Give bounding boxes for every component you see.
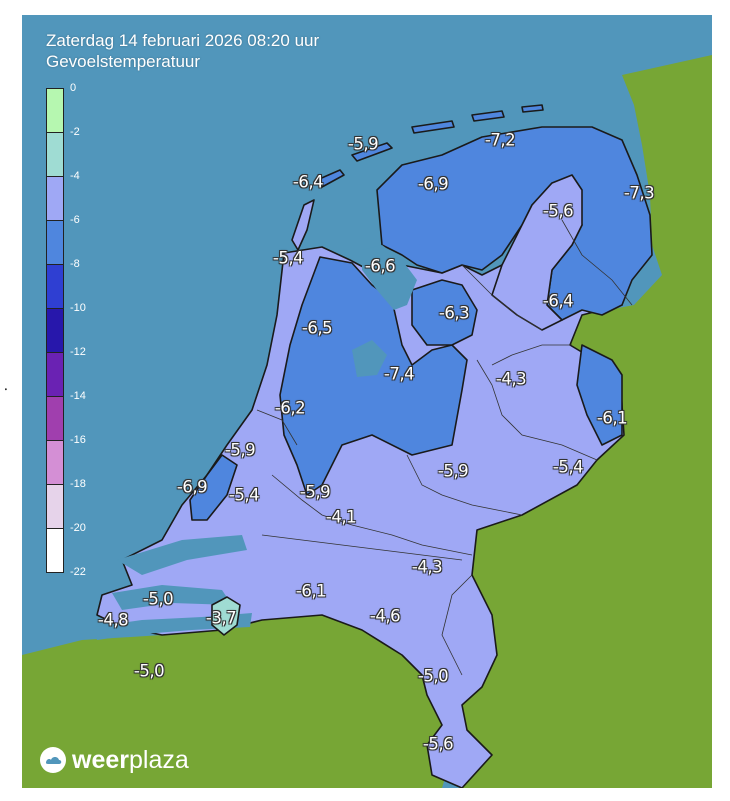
legend-band: [46, 264, 64, 309]
legend-tick-label: -16: [70, 434, 86, 446]
bergen-op-zoom-zone: [211, 596, 241, 636]
legend-band: [46, 132, 64, 177]
temp-label-drenthe-north: -5,6: [542, 201, 574, 221]
weerplaza-logo-icon: [40, 747, 66, 773]
temp-label-overijssel: -4,3: [495, 369, 527, 389]
temp-label-leiden: -5,9: [224, 440, 256, 460]
temp-label-drenthe-south: -6,4: [542, 291, 574, 311]
zeeland-channel-2: [112, 585, 232, 610]
legend-tick-label: -14: [70, 390, 86, 402]
ameland-island: [411, 120, 455, 134]
rottum-island: [521, 104, 544, 113]
province-borders: [256, 219, 633, 676]
belgium-land: [22, 615, 452, 788]
legend-band: [46, 176, 64, 221]
temp-label-noord-holland: -6,5: [301, 318, 333, 338]
temp-label-texel: -6,4: [292, 172, 324, 192]
legend-tick-label: 0: [70, 82, 77, 94]
germany-land: [462, 55, 712, 788]
den-haag-cold-zone: [189, 454, 238, 521]
temp-label-goeree: -5,0: [142, 589, 174, 609]
temp-label-den-haag: -6,9: [176, 477, 208, 497]
twente-cold-zone: [576, 344, 623, 446]
temp-label-vlieland: -5,9: [347, 134, 379, 154]
noordholland-cold-zone: [279, 256, 468, 496]
legend-tick-label: -12: [70, 346, 86, 358]
temp-label-flevoland: -7,4: [383, 364, 415, 384]
zeeland-channel: [117, 535, 247, 575]
weerplaza-logo[interactable]: weer plaza: [38, 744, 189, 776]
temp-label-midden-brabant: -4,6: [369, 606, 401, 626]
legend-tick-label: -20: [70, 522, 86, 534]
legend-band: [46, 88, 64, 133]
markermeer-water: [352, 340, 387, 377]
temp-label-bergen-op-zoom: -3,7: [205, 608, 237, 628]
temp-label-den-helder: -5,4: [272, 248, 304, 268]
temp-label-veluwe: -5,9: [437, 461, 469, 481]
temp-label-west-brabant: -6,1: [295, 581, 327, 601]
legend-band: [46, 220, 64, 265]
flevoland-cold-zone: [411, 279, 478, 346]
temp-label-amsterdam: -6,2: [274, 398, 306, 418]
map-variable: Gevoelstemperatuur: [46, 52, 201, 71]
temp-label-ijsselmeer-north: -6,6: [364, 256, 396, 276]
temp-label-rivierenland: -4,1: [325, 507, 357, 527]
brand-name-light: plaza: [128, 745, 189, 774]
texel-island: [291, 199, 315, 251]
legend-tick-label: -4: [70, 170, 80, 182]
temp-label-limburg-south: -5,6: [422, 734, 454, 754]
temp-label-zeeuws-vlaanderen: -5,0: [133, 661, 165, 681]
map-datetime: Zaterdag 14 februari 2026 08:20 uur: [46, 31, 320, 50]
legend-tick-label: -8: [70, 258, 80, 270]
legend-band: [46, 352, 64, 397]
brand-name-bold: weer: [72, 745, 129, 774]
temp-label-schiermonnikoog: -7,2: [484, 130, 516, 150]
temp-label-utrecht: -5,9: [299, 482, 331, 502]
map-frame: Zaterdag 14 februari 2026 08:20 uur Gevo…: [22, 15, 712, 788]
vlieland-island: [316, 169, 345, 188]
temp-label-twente: -6,1: [596, 408, 628, 428]
temp-label-groningen-east: -7,3: [623, 183, 655, 203]
terschelling-island: [351, 142, 393, 162]
legend-tick-label: -6: [70, 214, 80, 226]
ijsselmeer-water: [362, 245, 417, 310]
temp-label-achterhoek: -5,4: [552, 457, 584, 477]
schiermonnikoog-island: [471, 110, 505, 122]
legend-band: [46, 484, 64, 529]
legend-tick-label: -22: [70, 566, 86, 578]
temp-label-walcheren: -4,8: [97, 610, 129, 630]
temp-label-limburg-north: -5,0: [417, 666, 449, 686]
side-mark-top: ⸱: [4, 381, 8, 397]
weather-map: [22, 15, 712, 788]
legend-band: [46, 308, 64, 353]
legend-band: [46, 396, 64, 441]
temp-label-oost-brabant: -4,3: [411, 557, 443, 577]
temp-label-noordoostpolder: -6,3: [438, 303, 470, 323]
legend-band: [46, 528, 64, 573]
temp-label-zoetermeer: -5,4: [228, 485, 260, 505]
temp-label-friesland: -6,9: [417, 174, 449, 194]
legend-tick-label: -10: [70, 302, 86, 314]
legend-tick-label: -18: [70, 478, 86, 490]
legend-band: [46, 440, 64, 485]
legend-tick-label: -2: [70, 126, 80, 138]
